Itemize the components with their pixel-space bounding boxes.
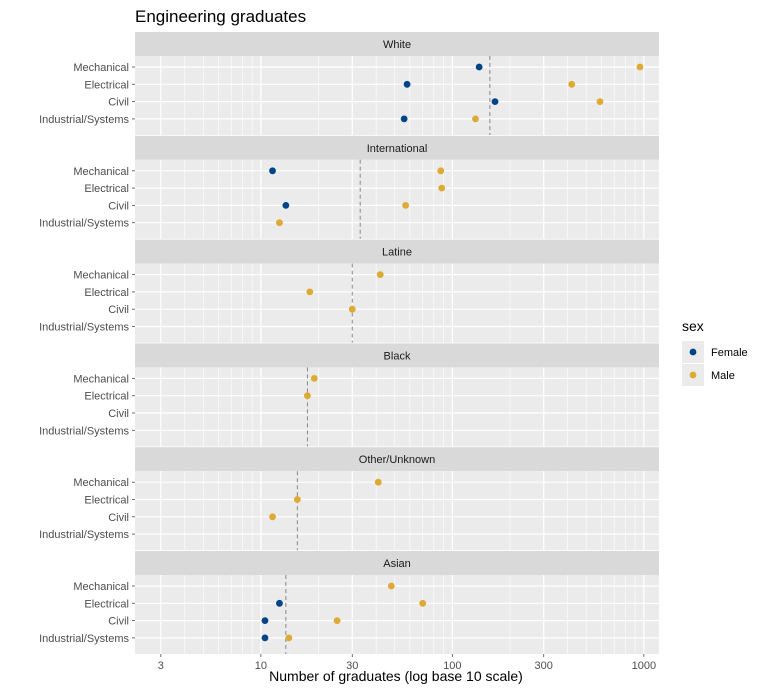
legend-title: sex — [682, 318, 704, 334]
facet-panel: Latine Mechanical Electrical Civil Industria… — [39, 239, 659, 343]
y-tick-label: Civil — [108, 408, 129, 420]
panel-background — [135, 471, 659, 551]
data-point-male — [285, 634, 293, 642]
data-point-male — [636, 63, 644, 71]
data-point-male — [438, 184, 446, 192]
y-tick-label: Electrical — [84, 495, 129, 507]
facet-strip — [135, 239, 659, 264]
data-point-male — [304, 392, 311, 400]
data-point-male — [437, 167, 445, 175]
data-point-female — [400, 115, 408, 123]
y-tick-label: Industrial/Systems — [39, 529, 129, 541]
x-axis-label: Number of graduates (log base 10 scale) — [269, 668, 523, 684]
y-tick-label: Electrical — [84, 79, 129, 91]
data-point-male — [472, 115, 479, 123]
panel-background — [135, 56, 659, 135]
legend-label: Male — [711, 370, 735, 382]
y-tick-label: Civil — [108, 512, 129, 524]
data-point-male — [374, 478, 382, 486]
panel-background — [135, 367, 659, 447]
y-tick-label: Electrical — [84, 598, 129, 610]
data-point-female — [261, 617, 269, 624]
x-axis: 3 10 30 100 300 1000 — [158, 654, 656, 672]
facet-strip-label: Asian — [383, 558, 411, 570]
y-tick-label: Electrical — [84, 287, 129, 299]
x-tick-label: 3 — [158, 660, 164, 672]
facet-strip — [135, 343, 659, 368]
data-point-male — [348, 305, 356, 313]
facet-panel: Other/Unknown Mechanical Electrical Civil In… — [39, 447, 659, 551]
y-tick-label: Industrial/Systems — [39, 425, 129, 437]
data-point-male — [402, 202, 410, 209]
y-tick-label: Industrial/Systems — [39, 633, 129, 645]
facet-strip-label: Other/Unknown — [359, 454, 435, 466]
data-point-male — [387, 582, 395, 590]
y-tick-label: Mechanical — [73, 270, 129, 282]
y-tick-label: Mechanical — [73, 166, 129, 178]
y-tick-label: Electrical — [84, 391, 129, 403]
x-tick-label: 100 — [443, 660, 461, 672]
x-tick-label: 10 — [255, 660, 267, 672]
data-point-female — [276, 599, 283, 607]
y-tick-label: Industrial/Systems — [39, 114, 129, 126]
legend-label: Female — [711, 347, 748, 359]
data-point-male — [333, 617, 341, 624]
data-point-female — [282, 202, 290, 209]
panel-background — [135, 159, 659, 239]
panel-background — [135, 263, 659, 343]
data-point-female — [403, 80, 411, 88]
data-point-female — [261, 634, 269, 642]
data-point-female — [475, 63, 483, 71]
facet-panel: Black Mechanical Electrical Civil Industrial… — [39, 343, 659, 447]
legend-key-male — [689, 371, 697, 379]
facet-strip — [135, 135, 659, 160]
legend: sex Female Male — [682, 318, 748, 386]
y-tick-label: Civil — [108, 200, 129, 212]
facet-panel: International Mechanical Electrical Civil In… — [39, 135, 659, 239]
facet-panel: White Mechanical Electrical Civil Industrial… — [39, 32, 659, 135]
facet-strip-label: White — [383, 39, 411, 51]
facet-strip-label: Black — [384, 350, 411, 362]
facet-strip-label: Latine — [382, 247, 412, 259]
panel-background — [135, 575, 659, 654]
facet-strip — [135, 447, 659, 472]
data-point-male — [310, 375, 318, 382]
chart-title: Engineering graduates — [135, 7, 306, 26]
y-tick-label: Mechanical — [73, 373, 129, 385]
y-tick-label: Industrial/Systems — [39, 218, 129, 230]
y-tick-label: Civil — [108, 304, 129, 316]
data-point-male — [376, 271, 384, 278]
y-tick-label: Electrical — [84, 183, 129, 195]
data-point-male — [293, 496, 301, 503]
data-point-male — [419, 599, 427, 607]
facet-strip — [135, 551, 659, 575]
y-tick-label: Civil — [108, 97, 129, 109]
x-tick-label: 30 — [346, 660, 358, 672]
data-point-male — [306, 288, 314, 296]
x-tick-label: 300 — [535, 660, 553, 672]
data-point-male — [269, 513, 276, 521]
x-tick-label: 1000 — [632, 660, 656, 672]
facet-strip-label: International — [367, 143, 428, 155]
y-tick-label: Mechanical — [73, 581, 129, 593]
y-tick-label: Industrial/Systems — [39, 322, 129, 334]
facet-panel: Asian Mechanical Electrical Civil Industrial… — [39, 551, 659, 654]
y-tick-label: Mechanical — [73, 62, 129, 74]
facet-panels: White Mechanical Electrical Civil Industrial… — [39, 32, 659, 654]
data-point-male — [276, 219, 283, 227]
y-tick-label: Civil — [108, 616, 129, 628]
data-point-female — [491, 98, 499, 105]
data-point-male — [596, 98, 604, 105]
legend-key-female — [689, 348, 697, 356]
data-point-female — [269, 167, 276, 175]
data-point-male — [568, 80, 576, 88]
facet-strip — [135, 32, 659, 56]
y-tick-label: Mechanical — [73, 477, 129, 489]
